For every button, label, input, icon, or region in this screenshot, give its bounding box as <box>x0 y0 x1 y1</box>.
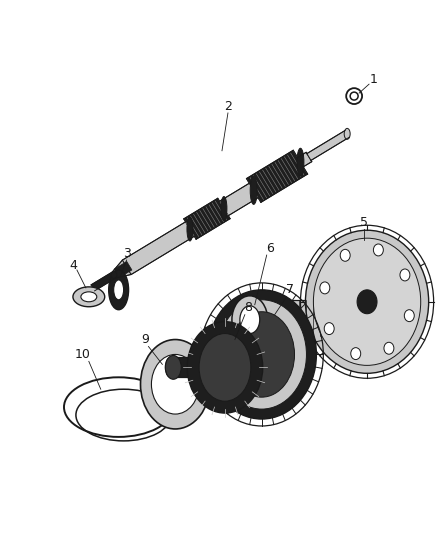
Ellipse shape <box>384 342 394 354</box>
Text: 1: 1 <box>370 72 378 86</box>
Polygon shape <box>260 303 290 333</box>
Ellipse shape <box>344 128 350 139</box>
Ellipse shape <box>357 290 377 314</box>
Ellipse shape <box>351 348 361 360</box>
Ellipse shape <box>187 321 263 413</box>
Polygon shape <box>91 272 116 291</box>
Polygon shape <box>247 150 307 203</box>
Ellipse shape <box>297 148 304 176</box>
Ellipse shape <box>374 244 383 256</box>
Ellipse shape <box>111 271 117 278</box>
Ellipse shape <box>340 249 350 261</box>
Ellipse shape <box>240 306 260 334</box>
Text: 2: 2 <box>224 100 232 112</box>
Ellipse shape <box>207 290 316 419</box>
Ellipse shape <box>320 282 330 294</box>
Text: 10: 10 <box>75 348 91 361</box>
Polygon shape <box>123 222 194 274</box>
Polygon shape <box>184 198 230 239</box>
Ellipse shape <box>324 322 334 335</box>
Ellipse shape <box>404 310 414 321</box>
Text: 8: 8 <box>244 301 252 314</box>
Ellipse shape <box>221 197 227 220</box>
Ellipse shape <box>114 280 124 300</box>
Ellipse shape <box>141 340 210 429</box>
Polygon shape <box>114 262 132 278</box>
Polygon shape <box>260 300 361 336</box>
Polygon shape <box>297 152 312 167</box>
Ellipse shape <box>152 354 199 414</box>
Polygon shape <box>170 358 225 377</box>
Ellipse shape <box>283 303 293 333</box>
Ellipse shape <box>314 238 421 365</box>
Text: 7: 7 <box>286 284 293 296</box>
Ellipse shape <box>305 230 429 373</box>
Ellipse shape <box>229 312 294 397</box>
Text: 5: 5 <box>360 216 368 229</box>
Ellipse shape <box>109 270 129 310</box>
Text: 4: 4 <box>69 259 77 271</box>
Text: 3: 3 <box>123 247 131 260</box>
Ellipse shape <box>232 296 268 343</box>
Ellipse shape <box>217 300 307 409</box>
Ellipse shape <box>165 356 181 379</box>
Text: 6: 6 <box>266 241 274 255</box>
Ellipse shape <box>250 176 257 204</box>
Ellipse shape <box>400 269 410 281</box>
Ellipse shape <box>165 358 175 377</box>
Ellipse shape <box>199 334 251 401</box>
Polygon shape <box>219 183 258 216</box>
Text: 9: 9 <box>141 333 149 346</box>
Polygon shape <box>112 260 131 278</box>
Ellipse shape <box>187 217 193 241</box>
Polygon shape <box>307 131 349 160</box>
Ellipse shape <box>73 287 105 307</box>
Ellipse shape <box>81 292 97 302</box>
